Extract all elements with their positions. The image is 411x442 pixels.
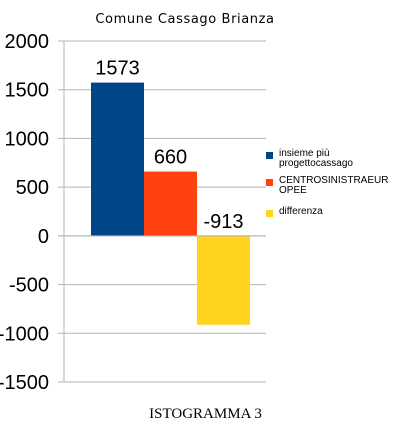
legend-label: differenza: [279, 206, 323, 217]
y-tick-label: -500: [9, 275, 49, 297]
bar: [144, 171, 197, 236]
legend-swatch: [266, 179, 273, 186]
data-label: 660: [154, 147, 187, 169]
y-tick-label: -1000: [0, 323, 49, 345]
bar: [91, 82, 144, 236]
chart-title: Comune Cassago Brianza: [95, 12, 274, 27]
y-tick-label: 2000: [5, 31, 50, 53]
y-tick-label: 500: [16, 177, 49, 199]
data-label: 1573: [95, 58, 140, 80]
bar: [197, 235, 250, 325]
y-tick-label: 1000: [5, 128, 50, 150]
data-label: -913: [203, 211, 243, 233]
y-tick-label: 1500: [5, 80, 50, 102]
legend-label: insieme più progettocassago: [279, 148, 353, 169]
legend-swatch: [266, 152, 273, 159]
y-tick-label: 0: [38, 226, 49, 248]
chart-caption: ISTOGRAMMA 3: [149, 406, 262, 422]
legend-swatch: [266, 210, 273, 217]
y-tick-label: -1500: [0, 372, 49, 394]
legend-label: CENTROSINISTRAEUR OPEE: [279, 175, 388, 196]
